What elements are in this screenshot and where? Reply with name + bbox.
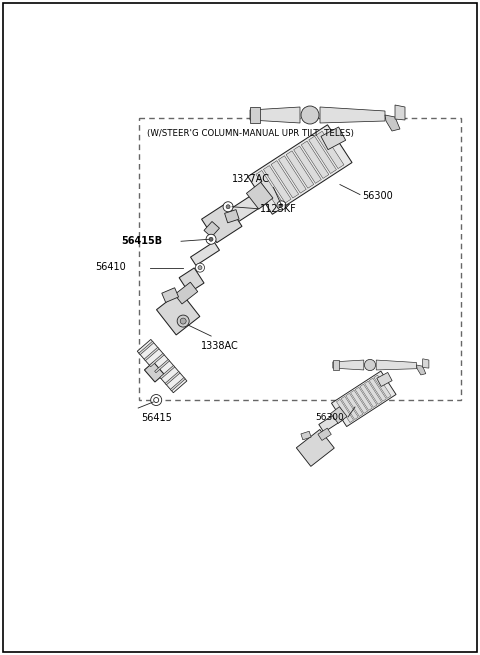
Polygon shape xyxy=(139,341,154,354)
Polygon shape xyxy=(364,381,382,404)
Text: 1327AC: 1327AC xyxy=(231,174,269,184)
Ellipse shape xyxy=(195,263,204,272)
Polygon shape xyxy=(331,407,347,423)
Polygon shape xyxy=(316,131,344,168)
Polygon shape xyxy=(256,170,284,208)
Text: (W/STEER'G COLUMN-MANUAL UPR TILT  TELES): (W/STEER'G COLUMN-MANUAL UPR TILT TELES) xyxy=(147,130,354,138)
Polygon shape xyxy=(377,373,392,386)
Polygon shape xyxy=(350,390,368,413)
Bar xyxy=(139,118,461,400)
Polygon shape xyxy=(246,182,273,209)
Polygon shape xyxy=(333,360,364,370)
Polygon shape xyxy=(309,136,336,174)
Polygon shape xyxy=(264,166,291,203)
Text: 56300: 56300 xyxy=(315,413,344,422)
Text: 1338AC: 1338AC xyxy=(201,341,239,351)
Polygon shape xyxy=(228,190,267,223)
Polygon shape xyxy=(346,393,363,417)
Ellipse shape xyxy=(280,204,283,207)
Polygon shape xyxy=(296,430,334,466)
Polygon shape xyxy=(417,365,426,375)
Polygon shape xyxy=(376,360,417,370)
Text: 1125KF: 1125KF xyxy=(260,204,297,214)
Polygon shape xyxy=(318,428,331,440)
Ellipse shape xyxy=(223,202,233,212)
Ellipse shape xyxy=(277,201,286,210)
Polygon shape xyxy=(395,105,405,120)
Ellipse shape xyxy=(177,315,189,327)
Polygon shape xyxy=(144,362,164,382)
Polygon shape xyxy=(385,115,400,131)
Polygon shape xyxy=(320,107,385,123)
Polygon shape xyxy=(165,371,180,385)
Ellipse shape xyxy=(226,205,230,209)
Polygon shape xyxy=(202,203,242,242)
Polygon shape xyxy=(137,339,187,393)
Polygon shape xyxy=(204,221,219,237)
Ellipse shape xyxy=(180,318,186,324)
Polygon shape xyxy=(286,151,314,188)
Polygon shape xyxy=(321,127,346,149)
Polygon shape xyxy=(332,371,396,426)
Polygon shape xyxy=(144,347,159,361)
Polygon shape xyxy=(301,431,311,440)
Text: 56415: 56415 xyxy=(141,413,172,423)
Text: 56415B: 56415B xyxy=(121,236,162,246)
Polygon shape xyxy=(333,360,339,370)
Polygon shape xyxy=(175,282,198,304)
Polygon shape xyxy=(250,107,300,123)
Polygon shape xyxy=(374,375,391,398)
Polygon shape xyxy=(278,156,306,193)
Polygon shape xyxy=(369,378,386,402)
Polygon shape xyxy=(160,365,175,379)
Ellipse shape xyxy=(151,394,162,405)
Polygon shape xyxy=(360,384,377,407)
Polygon shape xyxy=(225,210,239,223)
Polygon shape xyxy=(271,160,299,198)
Polygon shape xyxy=(191,242,219,265)
Polygon shape xyxy=(423,359,429,368)
Ellipse shape xyxy=(206,234,216,244)
Polygon shape xyxy=(341,396,358,419)
Ellipse shape xyxy=(198,266,202,270)
Polygon shape xyxy=(319,411,344,432)
Text: 56300: 56300 xyxy=(362,191,393,200)
Polygon shape xyxy=(149,354,164,367)
Polygon shape xyxy=(301,141,329,178)
Polygon shape xyxy=(155,360,169,373)
Ellipse shape xyxy=(154,398,159,403)
Polygon shape xyxy=(294,146,321,183)
Polygon shape xyxy=(170,377,185,391)
Polygon shape xyxy=(156,291,200,335)
Polygon shape xyxy=(336,400,354,422)
Ellipse shape xyxy=(364,360,375,371)
Polygon shape xyxy=(162,288,179,303)
Ellipse shape xyxy=(209,237,213,241)
Polygon shape xyxy=(179,268,204,293)
Polygon shape xyxy=(355,387,372,411)
Ellipse shape xyxy=(301,106,319,124)
Polygon shape xyxy=(248,125,352,214)
Polygon shape xyxy=(250,107,260,123)
Text: 56410: 56410 xyxy=(95,261,126,272)
